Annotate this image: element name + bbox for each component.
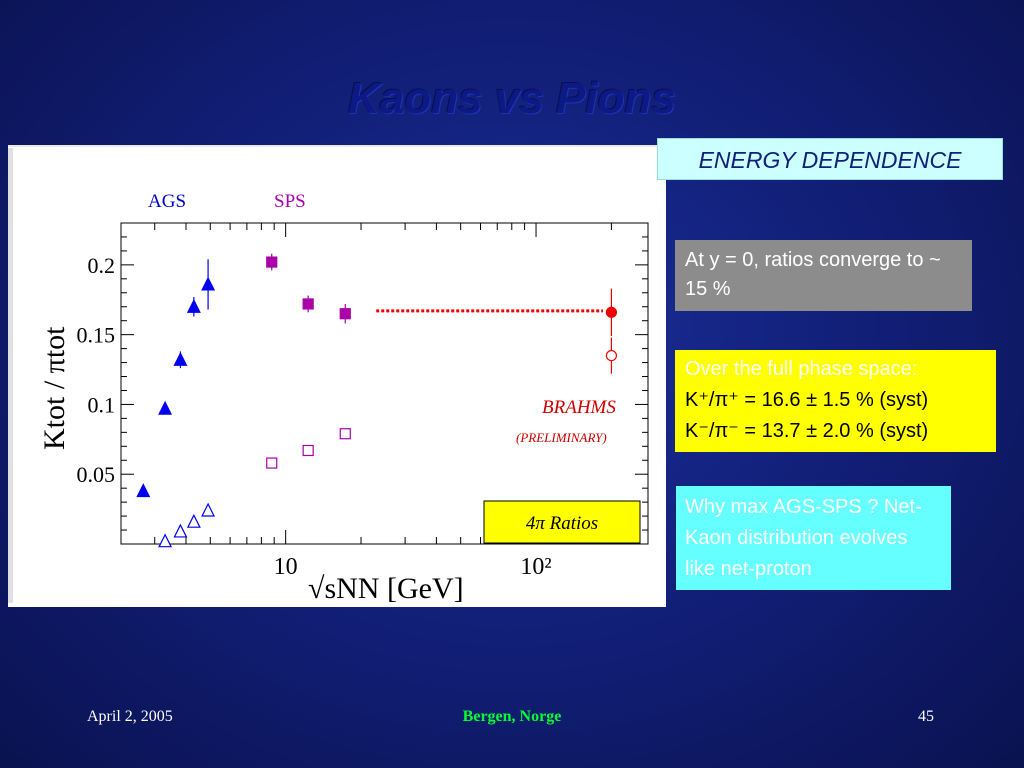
data-point-triangle-filled — [158, 400, 173, 415]
data-point-circle-filled — [605, 306, 618, 318]
brahms-label: BRAHMS — [542, 397, 616, 418]
ratios-box-label: 4π Ratios — [526, 513, 598, 534]
y-axis-label: Ktot / πtot — [38, 326, 71, 450]
ags-label: AGS — [148, 191, 186, 212]
y-tick-label: 0.05 — [77, 462, 116, 487]
x-axis-label: √sNN [GeV] — [308, 572, 464, 605]
footer-page-number: 45 — [918, 708, 934, 725]
full-phase-header: Over the full phase space: — [685, 358, 918, 380]
data-point-circle-open — [605, 349, 618, 362]
kaon-pion-ratio-chart: 0.05 0.1 0.15 0.2 10 10² AGS SPS BRAHMS (PREL… — [8, 145, 666, 607]
energy-dependence-box: ENERGY DEPENDENCE — [657, 138, 1003, 180]
data-point-square-filled — [266, 256, 278, 268]
slide-title: Kaons vs Pions — [348, 74, 676, 123]
sps-label: SPS — [274, 191, 306, 212]
y-tick-label: 0.15 — [77, 323, 116, 348]
data-point-triangle-filled — [173, 351, 188, 366]
footer-location: Bergen, Norge — [462, 708, 562, 725]
data-point-square-open — [266, 457, 278, 469]
kplus-ratio-line: K⁺/π⁺ = 16.6 ± 1.5 % (syst) — [685, 389, 929, 411]
data-point-triangle-open — [158, 533, 173, 548]
ratios-box — [483, 500, 641, 544]
data-point-triangle-filled — [186, 298, 201, 313]
why-max-box: Why max AGS-SPS ? Net-Kaon distribution … — [676, 486, 951, 590]
preliminary-label: (PRELIMINARY) — [516, 430, 607, 445]
data-point-triangle-filled — [201, 276, 216, 291]
full-phase-space-box: Over the full phase space: K⁺/π⁺ = 16.6 … — [675, 350, 996, 452]
data-point-square-filled — [302, 298, 314, 310]
x-tick-label: 10 — [274, 554, 298, 580]
plot-area-frame — [120, 222, 649, 545]
data-point-square-open — [339, 428, 351, 440]
data-point-triangle-filled — [136, 483, 151, 498]
converge-note: At y = 0, ratios converge to ~ 15 % — [675, 240, 972, 311]
data-point-square-filled — [339, 308, 351, 320]
data-point-square-open — [302, 444, 314, 457]
footer-date: April 2, 2005 — [87, 708, 173, 725]
data-point-triangle-open — [201, 502, 216, 517]
data-point-triangle-open — [173, 523, 188, 538]
data-point-triangle-open — [186, 513, 201, 528]
x-tick-label: 10² — [520, 554, 551, 580]
chart-panel: 0.05 0.1 0.15 0.2 10 10² AGS SPS BRAHMS (PREL… — [8, 145, 666, 607]
y-tick-label: 0.1 — [88, 392, 116, 417]
kminus-ratio-line: K⁻/π⁻ = 13.7 ± 2.0 % (syst) — [685, 420, 929, 442]
y-tick-label: 0.2 — [88, 253, 116, 278]
